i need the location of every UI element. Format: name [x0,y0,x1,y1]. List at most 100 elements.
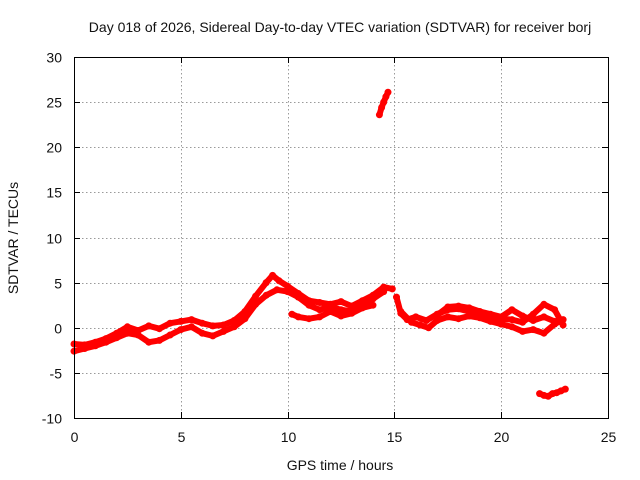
x-tick-label: 0 [71,429,79,445]
x-tick-label: 25 [601,429,617,445]
x-tick-label: 5 [178,429,186,445]
x-axis-label: GPS time / hours [287,457,394,473]
data-point [380,288,388,296]
data-point [123,329,131,337]
data-point [497,320,505,328]
data-point [388,285,396,293]
x-tick-label: 15 [387,429,403,445]
data-point [540,300,548,308]
data-series [70,88,569,400]
y-tick-label: 15 [46,185,62,201]
series-track-c [288,301,377,323]
data-point [275,277,283,285]
data-point [284,288,292,296]
data-point [519,318,527,326]
data-point [465,304,473,312]
data-point [559,316,567,324]
data-point [123,323,131,331]
data-point [433,317,441,324]
y-tick-label: 0 [54,321,62,337]
data-point [220,321,227,329]
data-point [316,313,324,321]
data-point [540,329,548,337]
data-point [326,308,334,315]
data-point [316,299,324,306]
x-tick-label: 20 [494,429,510,445]
data-point [273,286,281,294]
data-point [348,309,356,317]
data-point [455,302,462,310]
grid [74,57,608,418]
x-tick-label: 10 [281,429,297,445]
data-point [508,323,516,331]
data-point [369,301,377,309]
data-point [380,98,388,106]
data-point [529,326,537,334]
data-point [425,324,433,332]
series-track-a [70,271,396,349]
data-point [476,308,484,315]
series-track-b [70,286,388,355]
data-point [288,310,296,318]
data-point [444,313,452,321]
data-point [81,345,89,352]
data-point [91,342,99,350]
data-point [412,313,420,321]
data-point [230,323,238,331]
data-point [305,301,313,309]
data-point [393,293,400,301]
data-point [113,334,121,342]
data-point [305,315,313,323]
data-point [519,327,527,335]
data-point [358,304,366,312]
data-point [188,323,195,331]
series-track-h [536,385,569,400]
data-point [145,338,153,346]
data-point [262,291,270,299]
data-point [540,313,548,321]
series-track-d [375,88,392,119]
data-point [465,312,473,320]
data-point [177,317,185,325]
data-point [337,298,345,306]
data-point [166,331,174,339]
data-point [209,332,217,340]
y-tick-label: -10 [42,411,62,427]
data-point [294,313,302,321]
data-point [209,322,217,330]
data-point [166,319,174,327]
data-point [198,329,206,337]
data-point [294,293,302,301]
data-point [337,312,345,320]
data-point [269,271,277,279]
data-point [408,318,415,326]
data-point [519,312,527,320]
data-point [378,104,386,111]
data-point [102,338,110,346]
chart-title: Day 018 of 2026, Sidereal Day-to-day VTE… [89,19,591,35]
data-point [252,300,260,308]
series-track-g [433,302,559,325]
y-tick-label: 30 [46,50,62,66]
data-point [220,327,227,335]
data-point [397,308,405,315]
data-point [177,326,185,334]
data-point [422,317,430,324]
data-point [155,336,163,344]
data-point [316,306,324,314]
data-point [155,325,163,333]
data-point [145,322,153,330]
data-point [508,306,516,314]
y-tick-label: -5 [50,366,63,382]
data-point [284,282,292,290]
plot-frame [74,57,609,419]
data-point [487,317,494,325]
data-point [433,311,441,319]
data-point [551,306,559,314]
data-point [529,317,537,324]
data-point [487,310,494,318]
data-point [241,315,249,323]
data-point [508,316,516,324]
data-point [198,319,206,327]
